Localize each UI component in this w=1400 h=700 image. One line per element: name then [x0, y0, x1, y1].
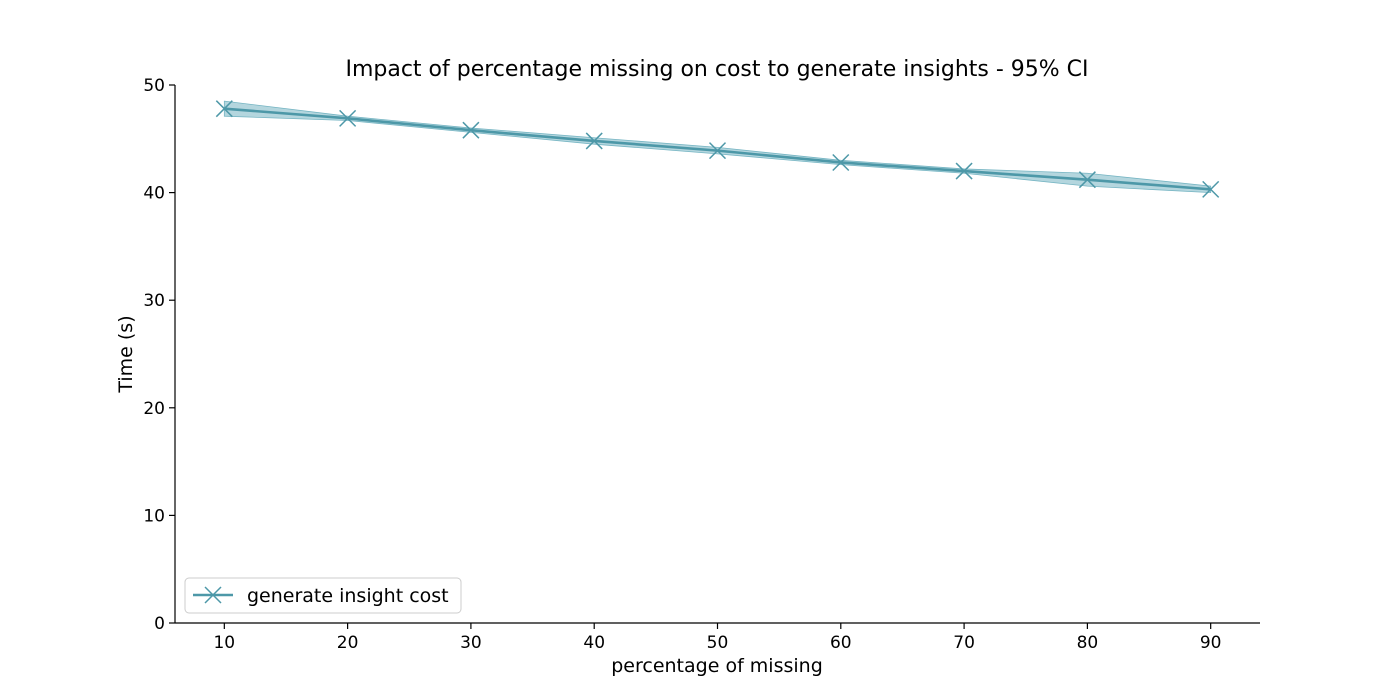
x-tick-label: 90	[1200, 633, 1222, 653]
data-point-marker	[1202, 180, 1220, 198]
data-point-marker	[955, 162, 973, 180]
x-tick-label: 70	[953, 633, 975, 653]
plot-area	[215, 100, 1220, 198]
data-point-marker	[832, 153, 850, 172]
confidence-band	[223, 100, 1212, 194]
y-tick-label: 50	[143, 76, 165, 96]
y-tick-label: 20	[143, 399, 165, 419]
x-axis-title: percentage of missing	[611, 655, 823, 677]
y-tick-label: 40	[143, 184, 165, 204]
x-tick-label: 80	[1077, 633, 1099, 653]
data-point-marker	[1078, 171, 1096, 189]
x-tick-label: 50	[707, 633, 729, 653]
legend-label: generate insight cost	[247, 585, 449, 607]
x-tick-label: 40	[583, 633, 605, 653]
x-tick-label: 60	[830, 633, 852, 653]
x-tick-label: 10	[213, 633, 235, 653]
x-tick-label: 30	[460, 633, 482, 653]
axis-ticks: 0 10 20 30 40 50 10 20 30 40 50 60 70 80 90	[143, 76, 1221, 653]
y-tick-label: 30	[143, 291, 165, 311]
data-point-marker	[462, 121, 480, 139]
y-tick-label: 0	[154, 614, 165, 634]
y-axis-title: Time (s)	[115, 315, 137, 393]
data-point-marker	[339, 109, 357, 127]
data-point-marker	[215, 100, 233, 118]
legend-marker-swatch	[204, 586, 222, 604]
data-point-marker	[585, 132, 603, 150]
data-point-marker	[708, 142, 727, 160]
chart-title: Impact of percentage missing on cost to …	[345, 57, 1088, 82]
legend-frame	[184, 577, 462, 614]
legend: generate insight cost	[184, 577, 462, 614]
y-tick-label: 10	[143, 506, 165, 526]
x-tick-label: 20	[337, 633, 359, 653]
